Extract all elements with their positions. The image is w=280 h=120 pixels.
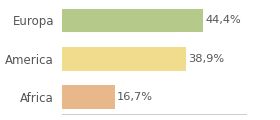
Text: 38,9%: 38,9% xyxy=(188,54,224,64)
Text: 44,4%: 44,4% xyxy=(205,15,241,25)
Bar xyxy=(62,9,203,32)
Text: 16,7%: 16,7% xyxy=(117,92,153,102)
Bar xyxy=(62,85,115,109)
Bar xyxy=(62,47,186,71)
